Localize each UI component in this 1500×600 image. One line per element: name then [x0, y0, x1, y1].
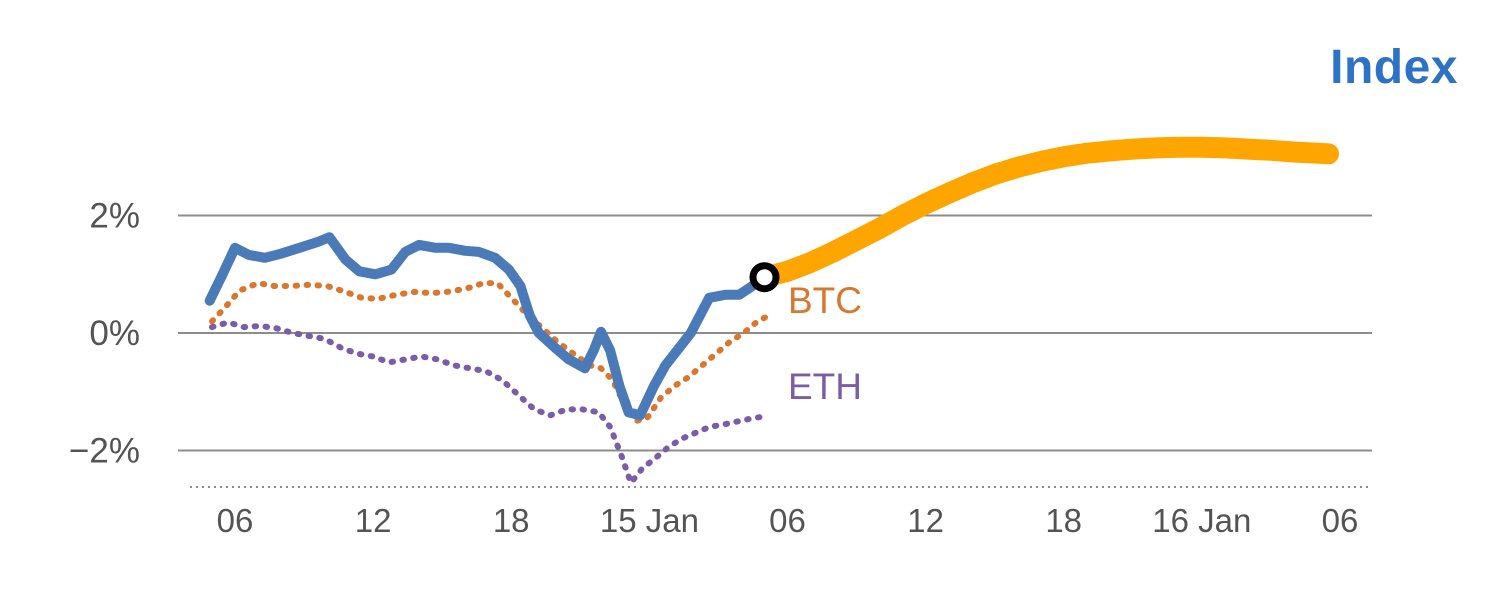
x-tick-label: 06: [769, 502, 806, 539]
x-tick-label: 06: [217, 502, 254, 539]
x-tick-label: 06: [1322, 502, 1359, 539]
y-tick-label: 2%: [89, 197, 140, 236]
chart-title: Index: [1330, 41, 1458, 94]
x-tick-label: 15 Jan: [600, 502, 699, 539]
btc-series-label: BTC: [788, 280, 862, 321]
x-tick-label: 16 Jan: [1152, 502, 1251, 539]
x-tick-label: 12: [355, 502, 392, 539]
forecast-line: [754, 136, 1339, 288]
x-tick-label: 18: [493, 502, 530, 539]
eth-series-label: ETH: [788, 366, 862, 407]
eth-line: [209, 319, 768, 486]
btc-line: [209, 280, 773, 425]
index-line: [204, 232, 770, 421]
x-tick-label: 18: [1045, 502, 1082, 539]
x-tick-label: 12: [907, 502, 944, 539]
y-tick-label: −2%: [69, 432, 140, 471]
y-tick-label: 0%: [89, 314, 140, 353]
endpoint-marker: [749, 262, 780, 293]
